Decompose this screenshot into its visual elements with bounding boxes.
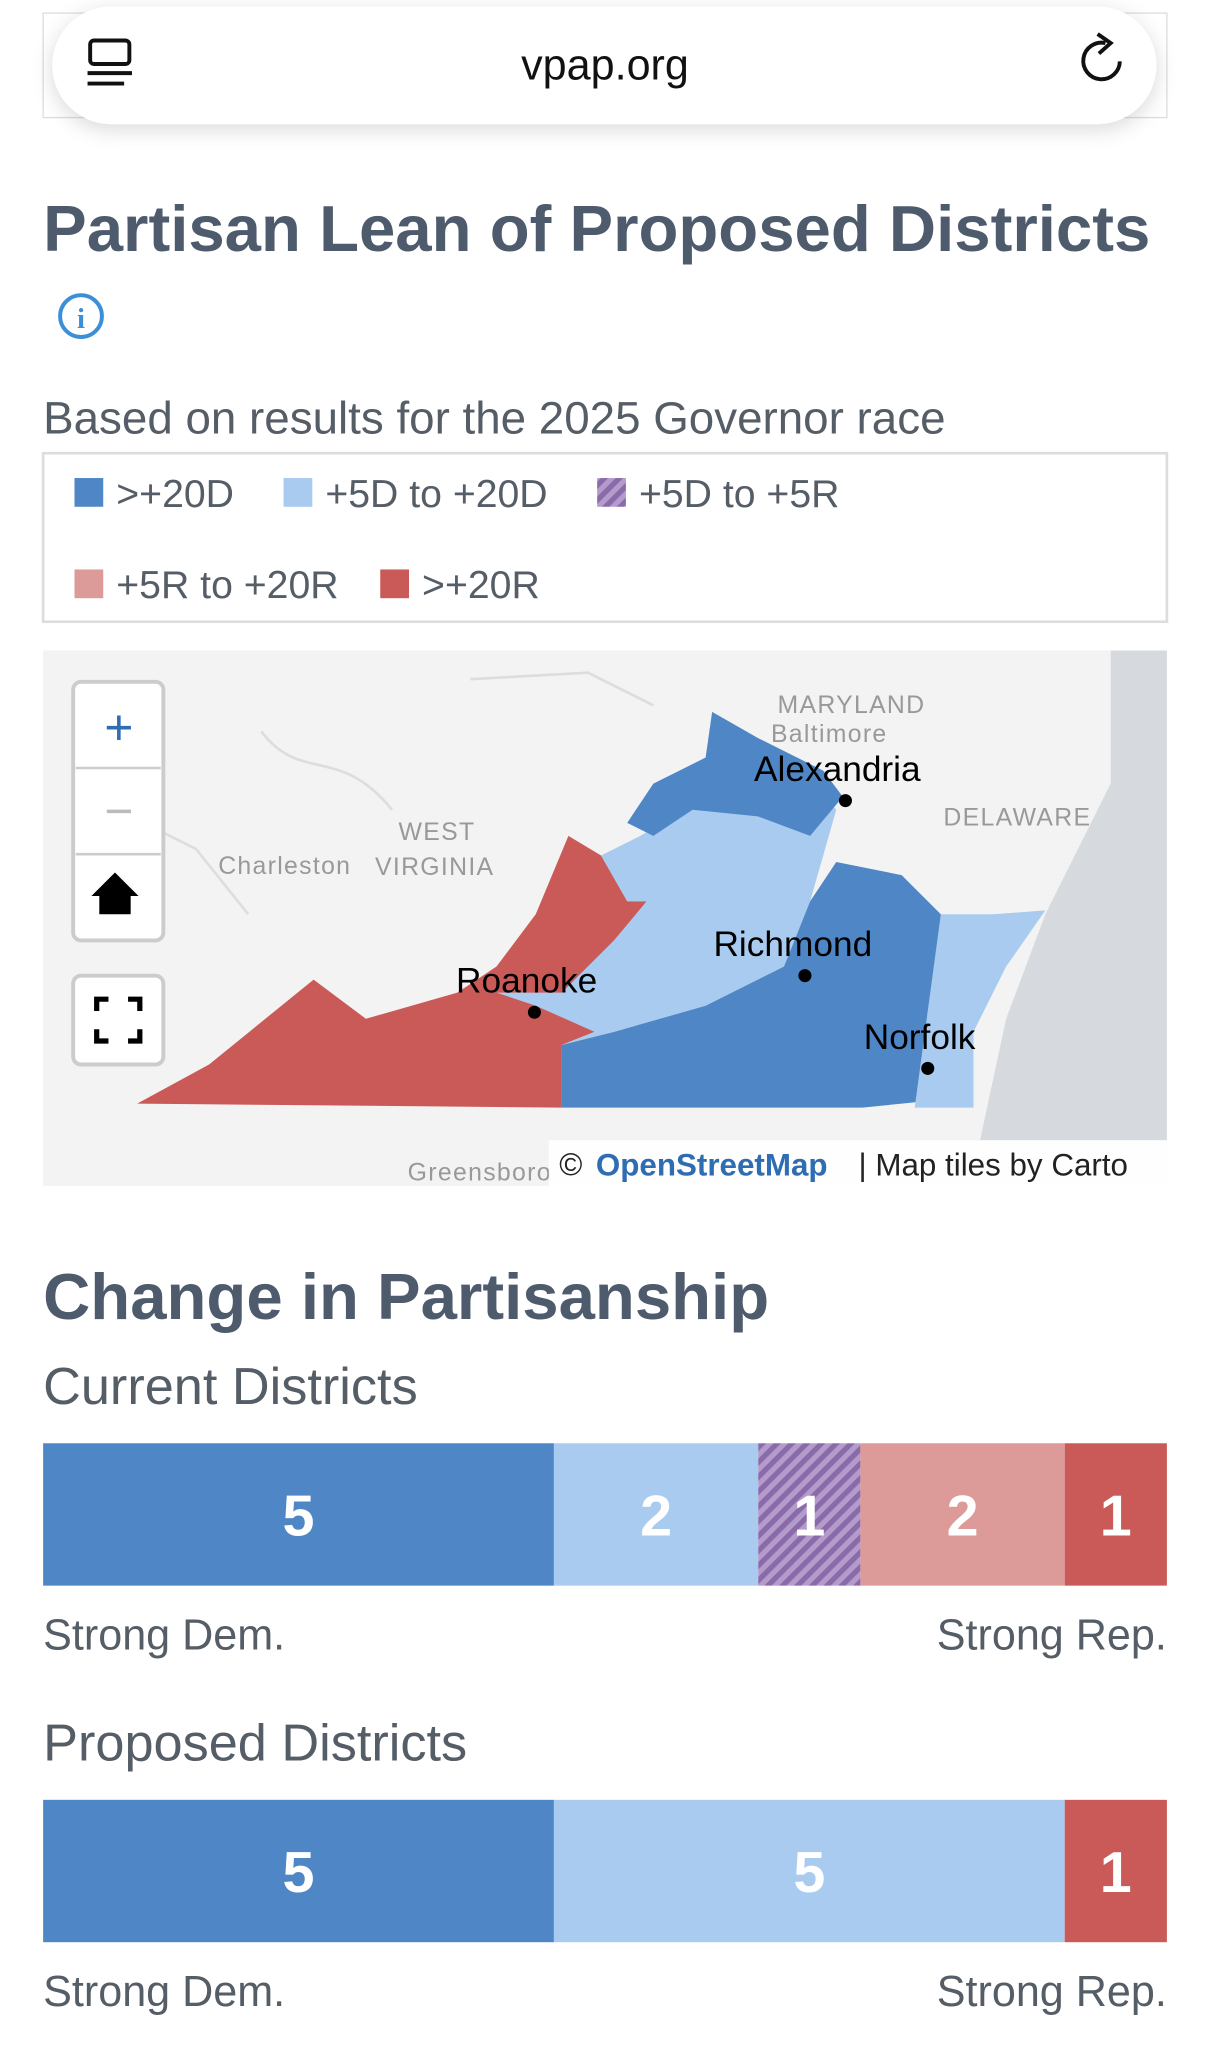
segment-label: 5 bbox=[283, 1484, 315, 1548]
map-label: WEST bbox=[399, 819, 476, 846]
city-label: Richmond bbox=[713, 925, 872, 964]
map-label: Baltimore bbox=[771, 721, 888, 748]
bar-segment bbox=[43, 1443, 554, 1586]
legend-swatch bbox=[597, 478, 626, 507]
bar-segment bbox=[43, 1799, 554, 1943]
map-label: VIRGINIA bbox=[375, 854, 494, 881]
fullscreen-button[interactable] bbox=[71, 973, 166, 1067]
legend-label: >+20R bbox=[422, 564, 540, 607]
legend-swatch bbox=[380, 569, 409, 599]
bar-title: Current Districts bbox=[43, 1358, 418, 1416]
bar-left-label: Strong Dem. bbox=[43, 1612, 285, 1660]
attribution: © OpenStreetMap | Map tiles by Carto bbox=[559, 1148, 1128, 1183]
map-label: MARYLAND bbox=[777, 692, 925, 719]
bar-right-label: Strong Rep. bbox=[937, 1968, 1167, 2016]
bar-segment bbox=[553, 1443, 759, 1586]
segment-label: 1 bbox=[1100, 1841, 1132, 1905]
subtitle: Based on results for the 2025 Governor r… bbox=[43, 393, 945, 444]
segment-label: 1 bbox=[793, 1484, 825, 1548]
city-label: Alexandria bbox=[754, 750, 921, 789]
bar-left-label: Strong Dem. bbox=[43, 1968, 285, 2016]
zoom-in[interactable]: + bbox=[104, 699, 133, 755]
bar-title: Proposed Districts bbox=[43, 1715, 467, 1773]
legend-label: >+20D bbox=[116, 473, 234, 516]
map-label: Greensboro bbox=[408, 1160, 552, 1187]
reload-arrow bbox=[1096, 32, 1114, 56]
segment-label: 2 bbox=[640, 1484, 672, 1548]
map-label: Charleston bbox=[218, 853, 351, 880]
bar-segment bbox=[1064, 1443, 1167, 1586]
segment-label: 5 bbox=[793, 1841, 825, 1905]
info-i: i bbox=[77, 303, 85, 335]
bar-segment bbox=[758, 1443, 861, 1586]
info-icon[interactable] bbox=[58, 293, 104, 339]
legend: >+20D +5D to +20D +5D to +5R +5R to +20R >+2… bbox=[74, 473, 839, 607]
url-bar[interactable] bbox=[52, 6, 1157, 125]
legend-label: +5D to +5R bbox=[639, 473, 839, 516]
bar-segment bbox=[860, 1443, 1065, 1586]
city-label: Norfolk bbox=[864, 1018, 976, 1057]
url: vpap.org bbox=[521, 42, 689, 90]
section-title: Partisan Lean of Proposed Districts bbox=[43, 192, 1150, 265]
legend-swatch bbox=[74, 478, 104, 507]
zoom-out[interactable]: − bbox=[104, 783, 133, 839]
legend-label: +5D to +20D bbox=[325, 473, 547, 516]
tabs-icon[interactable] bbox=[87, 38, 132, 86]
bar-segment bbox=[1064, 1799, 1167, 1943]
legend-swatch bbox=[74, 569, 104, 599]
zoom-control: + − bbox=[71, 679, 166, 1067]
legend-swatch bbox=[283, 478, 313, 507]
home-button[interactable] bbox=[91, 872, 139, 915]
segment-label: 5 bbox=[283, 1841, 315, 1905]
legend-box bbox=[41, 451, 1169, 624]
section-title: Change in Partisanship bbox=[43, 1260, 769, 1333]
bar-segment bbox=[553, 1799, 1065, 1943]
map[interactable]: MARYLAND Baltimore DELAWARE WEST VIRGINI… bbox=[43, 650, 1167, 1187]
segment-label: 2 bbox=[947, 1484, 979, 1548]
map-label: DELAWARE bbox=[943, 804, 1091, 831]
reload-icon[interactable] bbox=[1081, 40, 1122, 82]
bar-right-label: Strong Rep. bbox=[937, 1612, 1167, 1660]
bars: Current Districts 5 2 1 2 1 Strong Dem. Strong … bbox=[43, 1358, 1167, 2016]
segment-label: 1 bbox=[1100, 1484, 1132, 1548]
legend-label: +5R to +20R bbox=[116, 564, 338, 607]
city-label: Roanoke bbox=[456, 962, 597, 1001]
